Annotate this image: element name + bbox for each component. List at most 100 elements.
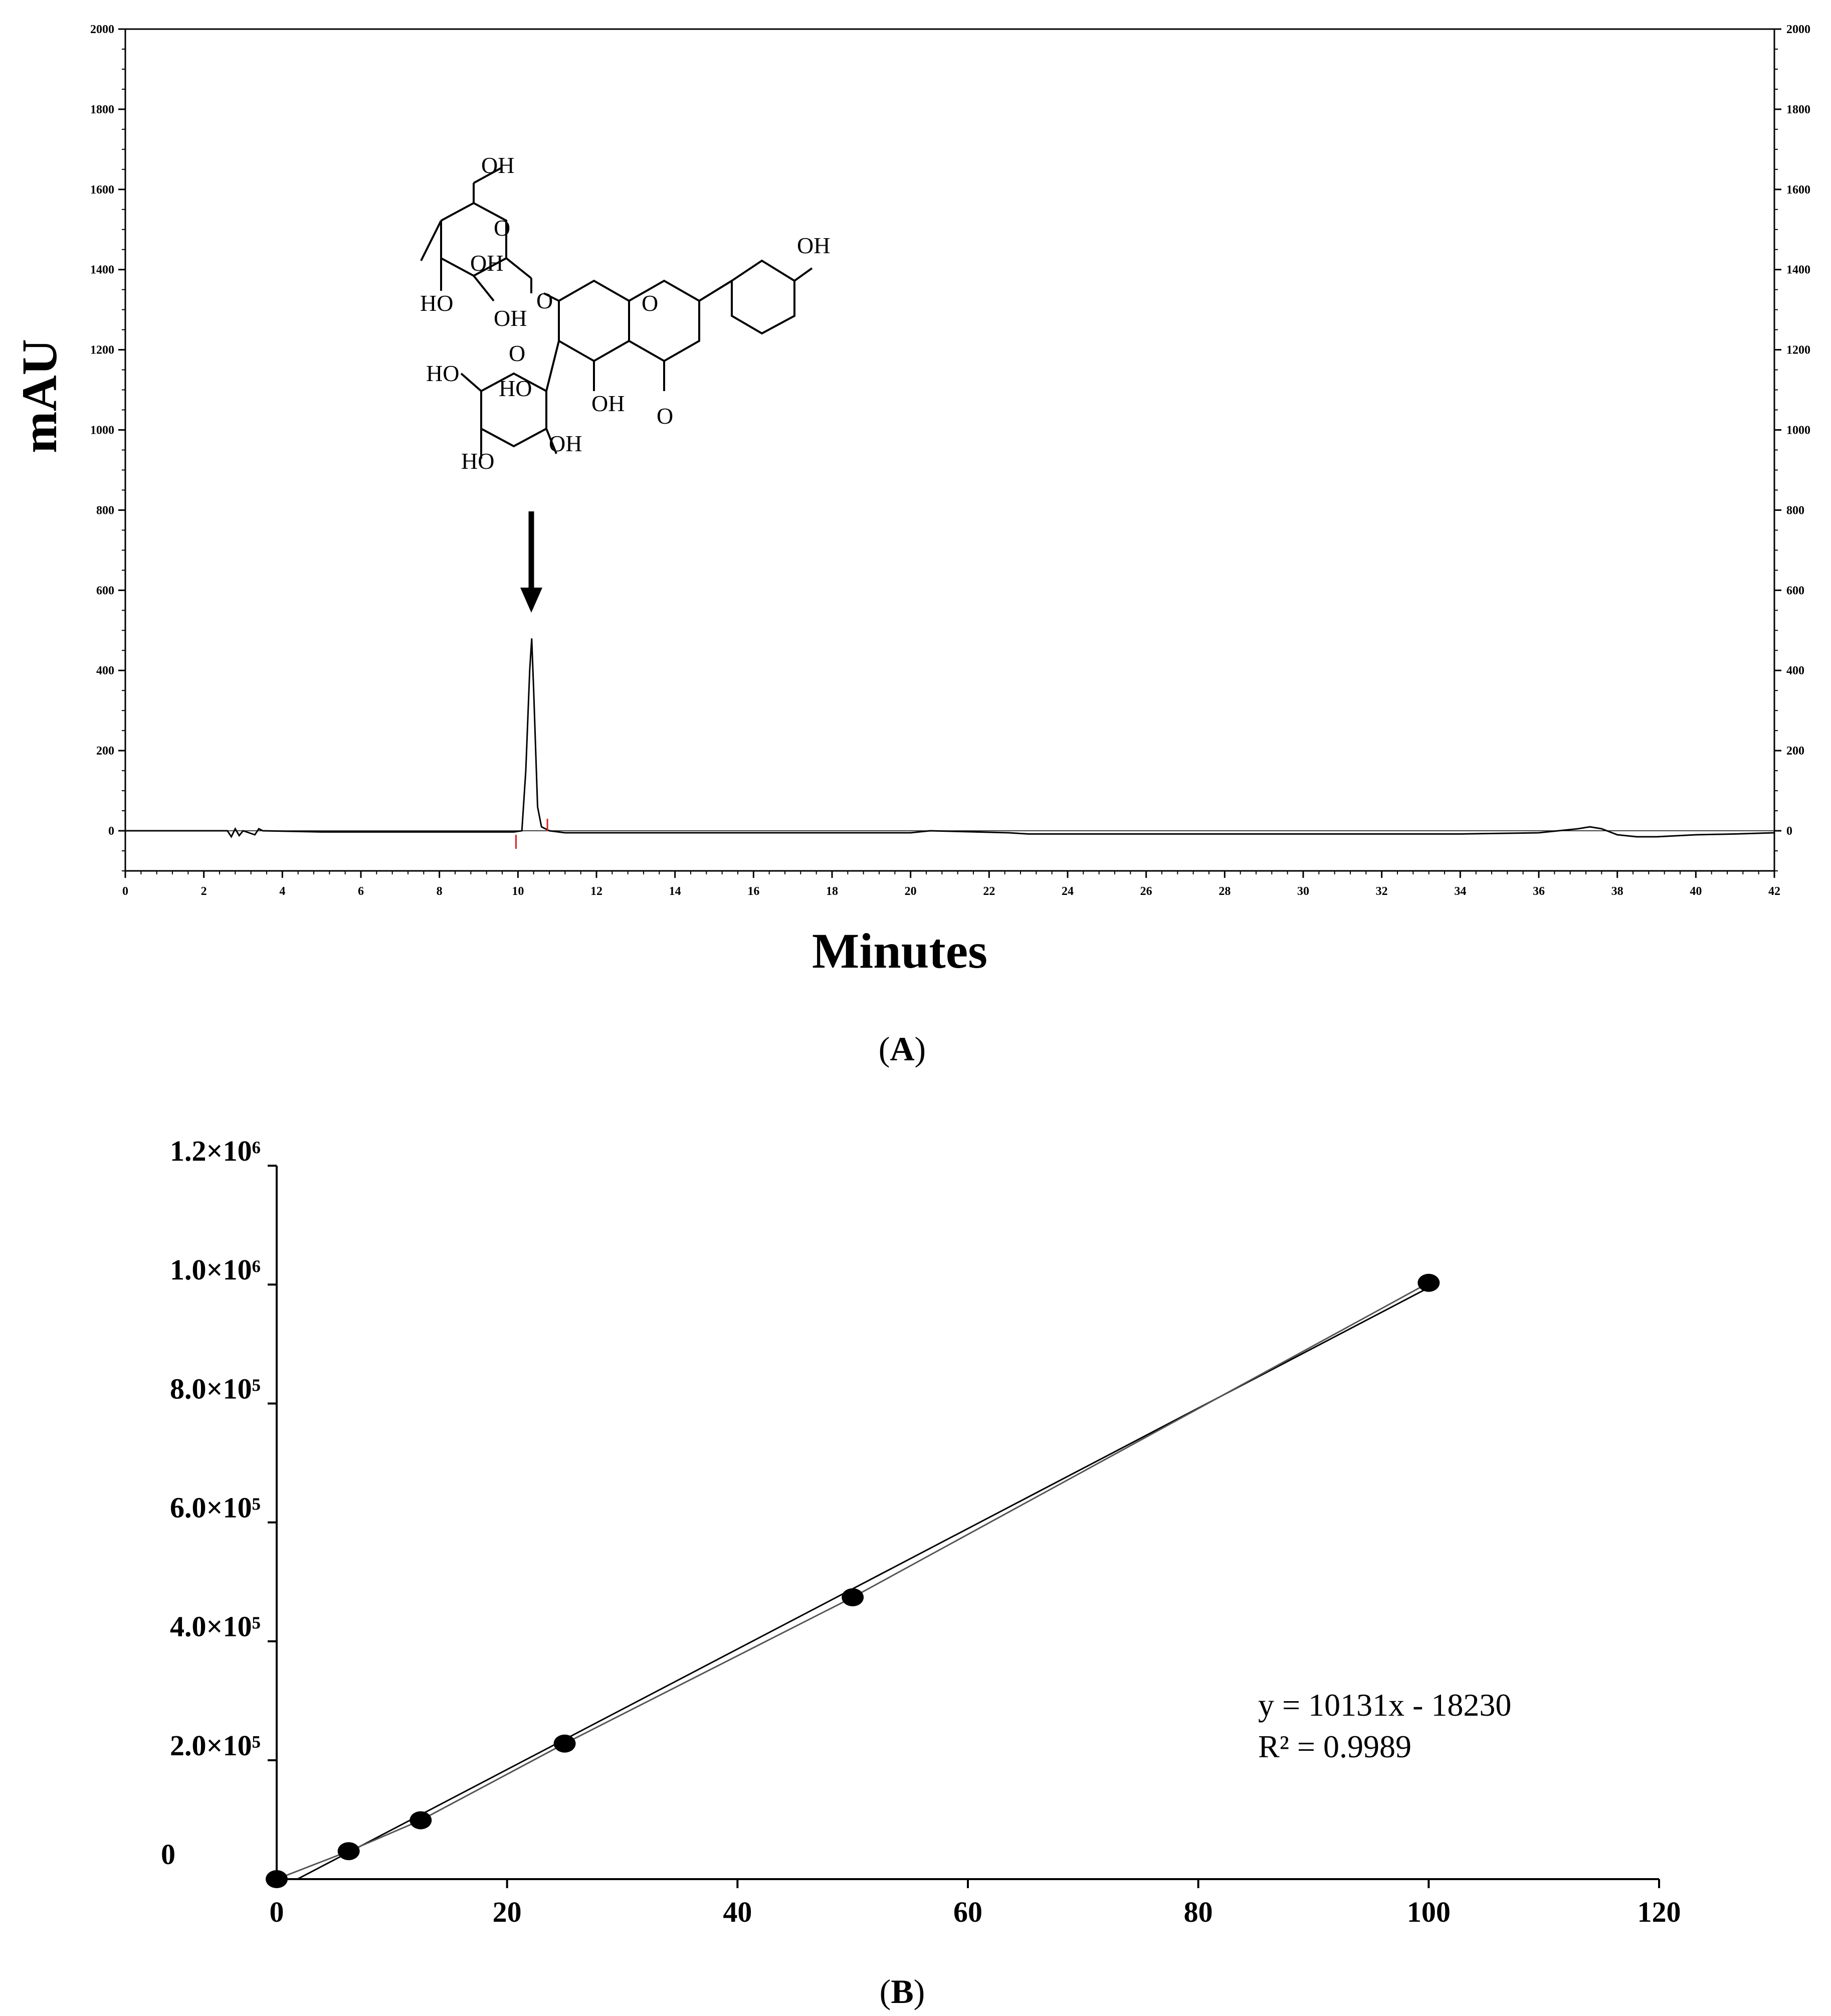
x-tick-label: 20 <box>493 1896 522 1928</box>
y-tick-label-left: 1200 <box>90 344 114 357</box>
y-tick-label-right: 200 <box>1786 745 1804 758</box>
data-point <box>410 1811 432 1829</box>
x-tick-label: 38 <box>1611 885 1623 898</box>
x-tick-label: 0 <box>122 885 128 898</box>
svg-text:O: O <box>536 288 553 313</box>
svg-text:OH: OH <box>591 391 625 416</box>
y-tick-label: 0 <box>161 1838 175 1871</box>
x-tick-label: 6 <box>358 885 364 898</box>
y-axis-ticks: 0 2.0×10⁵ 4.0×10⁵ 6.0×10⁵ 8.0×10⁵ 1.0×10⁶ 1.2×… <box>161 1135 277 1880</box>
x-tick-label: 4 <box>279 885 285 898</box>
y-axis-title: mAU <box>12 339 67 453</box>
x-axis-ticks: 0 2 4 6 8 10 12 14 16 18 20 22 24 26 28 30 32 34 36 38 40 42 <box>122 830 1780 898</box>
y-tick-label-left: 2000 <box>90 23 114 36</box>
x-tick-label: 0 <box>270 1896 284 1928</box>
y-tick-label-left: 400 <box>96 664 114 677</box>
svg-text:HO: HO <box>420 290 453 316</box>
x-axis-title: Minutes <box>812 923 987 979</box>
y-tick-label: 4.0×10⁵ <box>170 1610 261 1643</box>
x-tick-label: 14 <box>669 885 681 898</box>
x-tick-label: 18 <box>826 885 838 898</box>
chromatogram-trace-group <box>125 638 1775 839</box>
y-tick-label: 1.2×10⁶ <box>170 1135 261 1167</box>
x-tick-label: 16 <box>747 885 759 898</box>
y-tick-label-right: 800 <box>1786 504 1804 517</box>
data-point <box>337 1842 360 1861</box>
trendline <box>297 1287 1430 1880</box>
svg-text:OH: OH <box>494 305 527 331</box>
x-tick-label: 22 <box>983 885 995 898</box>
y-tick-label-right: 1200 <box>1786 344 1810 357</box>
y-tick-label-left: 0 <box>108 825 114 838</box>
x-tick-label: 40 <box>723 1896 752 1928</box>
y-tick-label-left: 200 <box>96 745 114 758</box>
y-axis-ticks-left: 0 200 400 600 800 1000 1200 1400 1600 1800 2000 <box>90 23 125 871</box>
y-tick-label: 6.0×10⁵ <box>170 1492 261 1524</box>
data-point <box>1417 1273 1440 1292</box>
x-tick-label: 100 <box>1407 1896 1451 1928</box>
x-tick-label: 32 <box>1376 885 1388 898</box>
svg-text:OH: OH <box>470 250 503 276</box>
x-tick-label: 36 <box>1533 885 1545 898</box>
y-tick-label-left: 800 <box>96 504 114 517</box>
data-point <box>266 1870 288 1888</box>
x-tick-label: 8 <box>437 885 443 898</box>
data-point <box>842 1588 864 1606</box>
svg-text:OH: OH <box>797 233 830 258</box>
x-tick-label: 20 <box>905 885 917 898</box>
peak-arrow <box>520 511 542 613</box>
y-tick-label-right: 600 <box>1786 584 1804 597</box>
svg-text:OH: OH <box>549 431 582 456</box>
r-squared: R² = 0.9989 <box>1258 1729 1411 1764</box>
y-tick-label-left: 1000 <box>90 424 114 437</box>
x-tick-label: 60 <box>953 1896 982 1928</box>
x-tick-label: 26 <box>1140 885 1152 898</box>
calibration-panel: 0 2.0×10⁵ 4.0×10⁵ 6.0×10⁵ 8.0×10⁵ 1.0×10⁶ 1.2×… <box>161 1135 1681 2010</box>
x-tick-label: 24 <box>1062 885 1074 898</box>
x-tick-label: 42 <box>1768 885 1780 898</box>
caption-a: (A) <box>879 1030 926 1068</box>
caption-b: (B) <box>880 1972 925 2010</box>
x-tick-label: 10 <box>512 885 524 898</box>
y-tick-label-right: 0 <box>1786 825 1792 838</box>
y-tick-label-right: 1600 <box>1786 184 1810 197</box>
y-tick-label-right: 1800 <box>1786 103 1810 116</box>
connecting-line <box>276 1282 1430 1880</box>
structure-labels: OH O OH HO OH O O OH HO O HO OH HO OH O <box>420 152 830 474</box>
y-tick-label: 1.0×10⁶ <box>170 1253 261 1286</box>
svg-text:HO: HO <box>499 376 532 401</box>
x-tick-label: 40 <box>1690 885 1702 898</box>
x-tick-label: 12 <box>590 885 602 898</box>
y-tick-label-right: 1000 <box>1786 424 1810 437</box>
svg-text:O: O <box>509 340 525 366</box>
x-tick-label: 80 <box>1184 1896 1213 1928</box>
svg-text:HO: HO <box>426 360 459 386</box>
y-tick-label-left: 600 <box>96 584 114 597</box>
y-tick-label-right: 400 <box>1786 664 1804 677</box>
y-tick-label: 2.0×10⁵ <box>170 1729 261 1762</box>
data-points <box>266 1273 1440 1888</box>
x-tick-label: 2 <box>201 885 207 898</box>
x-tick-label: 120 <box>1638 1896 1681 1928</box>
y-tick-label-right: 2000 <box>1786 23 1810 36</box>
svg-text:HO: HO <box>461 448 494 474</box>
integration-marks <box>515 819 548 849</box>
x-axis-ticks: 0 20 40 60 80 100 120 <box>270 1879 1681 1928</box>
x-tick-label: 30 <box>1297 885 1309 898</box>
chromatogram-trace <box>125 638 1775 839</box>
svg-text:O: O <box>642 290 658 316</box>
y-tick-label-left: 1800 <box>90 103 114 116</box>
y-tick-label-left: 1600 <box>90 184 114 197</box>
y-tick-label-right: 1400 <box>1786 264 1810 277</box>
trendline-group <box>276 1282 1430 1880</box>
y-tick-label-left: 1400 <box>90 264 114 277</box>
x-tick-label: 34 <box>1454 885 1466 898</box>
regression-equation: y = 10131x - 18230 <box>1258 1687 1511 1723</box>
svg-text:O: O <box>494 215 510 241</box>
y-tick-label: 8.0×10⁵ <box>170 1372 261 1405</box>
x-tick-label: 28 <box>1218 885 1231 898</box>
data-point <box>553 1734 576 1753</box>
svg-text:OH: OH <box>481 152 514 178</box>
